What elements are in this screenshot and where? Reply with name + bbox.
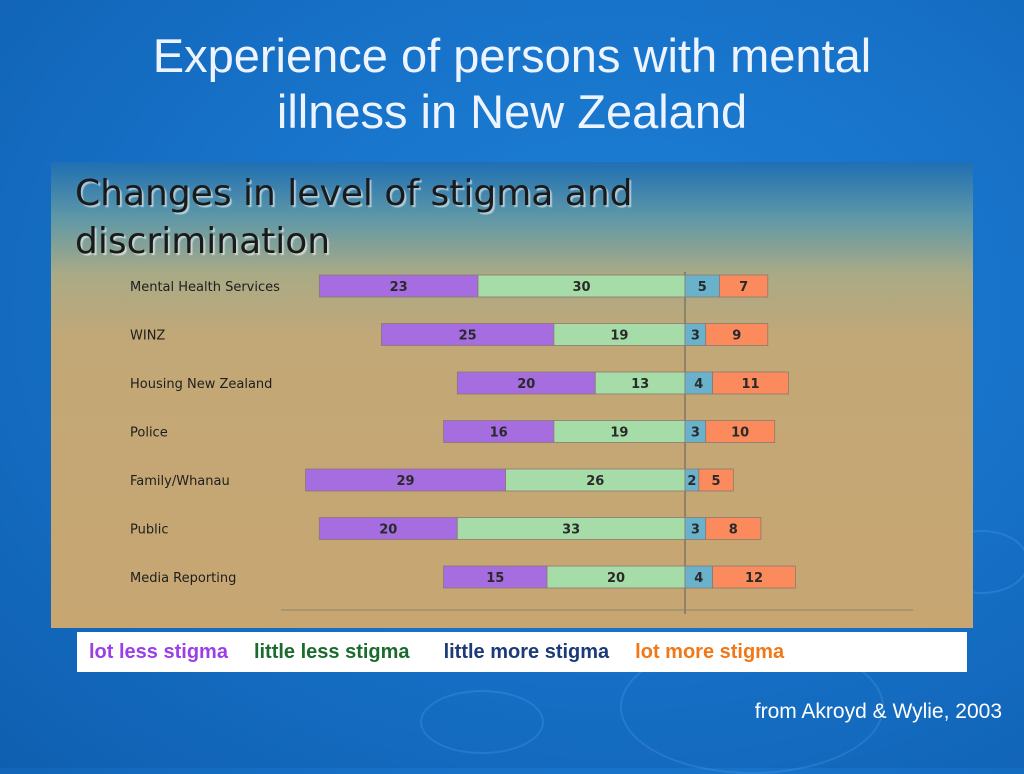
- bar-segment: [705, 323, 769, 346]
- chart-title: Changes in level of stigma and discrimin…: [75, 170, 855, 266]
- data-label: 33: [562, 523, 580, 538]
- data-label: 3: [691, 523, 700, 538]
- category-label: Housing New Zealand: [130, 377, 272, 392]
- data-label: 23: [390, 280, 408, 295]
- category-label: Family/Whanau: [130, 474, 230, 489]
- slide-title-line-1: Experience of persons with mental: [152, 29, 872, 82]
- source-note: from Akroyd & Wylie, 2003: [754, 700, 1002, 723]
- data-label: 20: [607, 571, 625, 586]
- data-label: 10: [731, 426, 749, 441]
- data-label: 9: [732, 329, 741, 344]
- chart-title-line-1: Changes in level of stigma and: [75, 173, 633, 214]
- data-label: 4: [694, 571, 703, 586]
- chart-legend: lot less stigma little less stigma littl…: [77, 632, 967, 672]
- data-label: 15: [486, 571, 504, 586]
- data-label: 20: [379, 523, 397, 538]
- bar-segment: [719, 274, 769, 298]
- data-label: 25: [459, 329, 477, 344]
- slide-title-line-2: illness in New Zealand: [276, 85, 748, 138]
- data-label: 11: [742, 377, 760, 392]
- data-label: 3: [691, 426, 700, 441]
- data-label: 5: [712, 474, 721, 489]
- category-label: Police: [130, 426, 168, 441]
- bar-segment: [698, 468, 734, 492]
- data-label: 30: [572, 280, 590, 295]
- bar-segment: [712, 565, 796, 589]
- chart-title-line-2: discrimination: [75, 221, 331, 262]
- data-label: 29: [397, 474, 415, 489]
- category-label: Public: [130, 523, 168, 538]
- legend-item-little-more: little more stigma: [443, 640, 610, 663]
- bar-segment: [712, 371, 789, 395]
- data-label: 20: [517, 377, 535, 392]
- bar-segment: [705, 420, 776, 443]
- data-label: 4: [694, 377, 703, 392]
- chart-panel: Changes in level of stigma and discrimin…: [51, 162, 973, 628]
- data-label: 3: [691, 329, 700, 344]
- data-label: 5: [698, 280, 707, 295]
- category-label: Mental Health Services: [130, 280, 280, 295]
- data-label: 8: [729, 523, 738, 538]
- data-label: 19: [610, 329, 628, 344]
- data-label: 12: [745, 571, 763, 586]
- data-label: 7: [739, 280, 748, 295]
- legend-item-little-less: little less stigma: [253, 640, 410, 663]
- data-label: 26: [586, 474, 604, 489]
- legend-item-lot-less: lot less stigma: [89, 640, 228, 663]
- data-label: 16: [490, 426, 508, 441]
- data-label: 19: [610, 426, 628, 441]
- category-label: Media Reporting: [130, 571, 236, 586]
- bar-segment: [705, 517, 762, 540]
- data-label: 13: [631, 377, 649, 392]
- category-label: WINZ: [130, 329, 165, 344]
- ripple-decoration: [420, 690, 544, 754]
- legend-item-lot-more: lot more stigma: [635, 640, 785, 663]
- data-label: 2: [687, 474, 696, 489]
- slide-title: Experience of persons with mental illnes…: [0, 28, 1024, 140]
